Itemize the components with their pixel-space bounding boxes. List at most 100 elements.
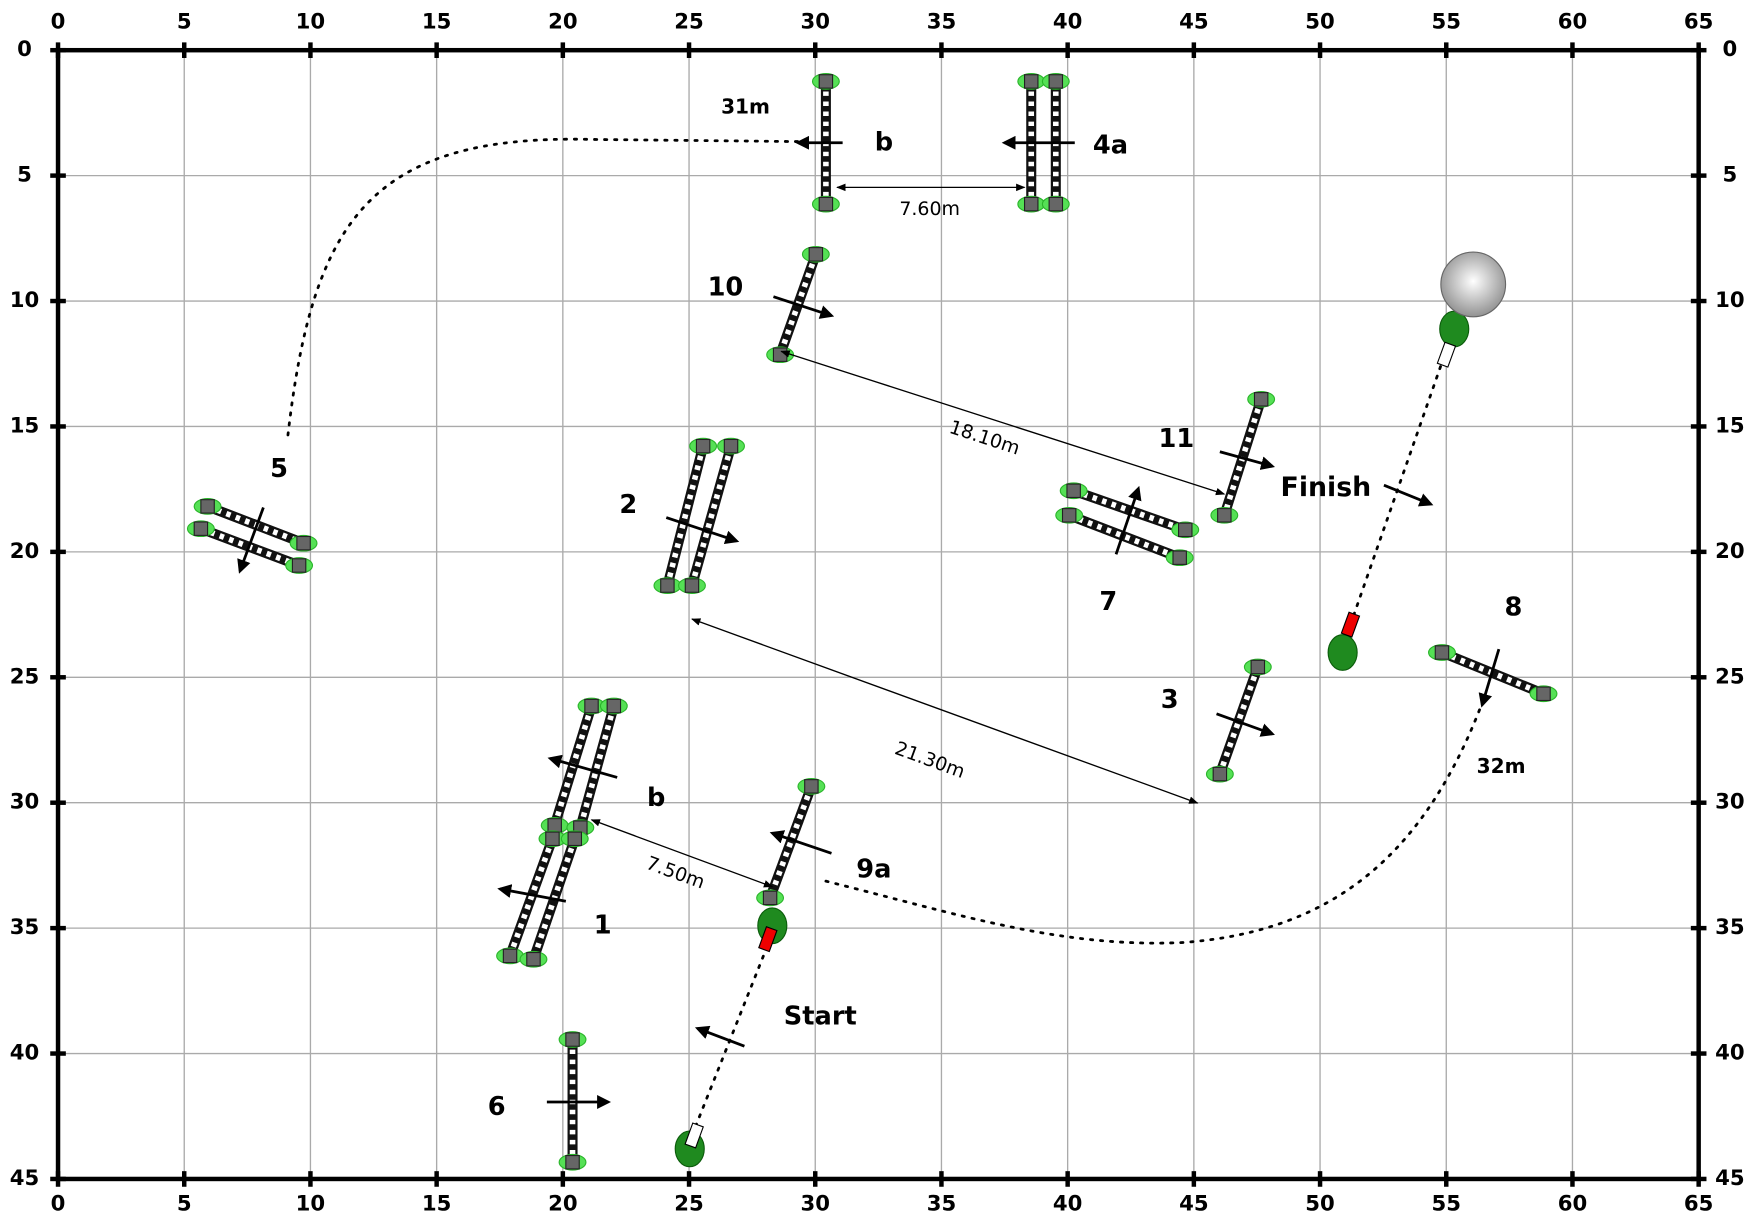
x-tick-label: 50 [1305,1191,1335,1216]
wing [1172,550,1187,565]
route [824,695,1486,945]
wing [545,831,560,847]
shrub [1439,310,1470,348]
wing [1048,196,1064,212]
y-tick-label: 15 [10,412,40,437]
course-label: 6 [488,1092,506,1122]
y-tick-label: 30 [1715,789,1745,814]
pole-stripes [689,445,734,587]
finish-line [1349,361,1444,627]
course-label: 8 [1504,592,1522,622]
wing [1048,74,1064,89]
y-tick-label: 40 [1715,1040,1745,1065]
course-label: 9a [856,855,891,885]
wing [606,698,622,714]
pole [1067,510,1182,563]
x-tick-label: 5 [177,8,192,33]
x-tick-label: 45 [1179,1191,1209,1216]
y-tick-label: 20 [10,538,40,563]
y-tick-label: 10 [10,287,40,312]
wing [502,948,518,964]
wing [695,438,711,454]
x-tick-label: 10 [296,8,326,33]
x-tick-label: 40 [1053,1191,1083,1216]
direction-arrow [773,295,835,319]
x-tick-label: 15 [422,8,452,33]
wing [567,831,583,847]
y-tick-label: 40 [10,1040,40,1065]
x-tick-label: 30 [800,1191,830,1216]
x-tick-label: 30 [800,8,830,33]
y-tick-label: 30 [10,789,40,814]
y-tick-label: 25 [10,663,40,688]
wing [1536,686,1551,702]
wing [291,558,307,573]
wing [1178,522,1193,538]
grid: 0055101015152020252530303535404045455050… [10,8,1745,1215]
distance-line [590,819,774,888]
direction-arrow [665,516,740,545]
wing [804,779,819,794]
course-label: 10 [708,272,744,302]
wing [193,521,209,536]
course-label: 11 [1158,424,1194,454]
x-tick-label: 20 [548,8,578,33]
x-tick-label: 15 [422,1191,452,1216]
wing [723,438,739,454]
course-label: 5 [270,454,288,484]
course-label: 7 [1099,587,1117,617]
wing [565,1154,580,1170]
wing [772,347,788,362]
wing [1066,483,1081,499]
wing [818,74,834,89]
wing [660,578,675,593]
x-tick-label: 35 [927,1191,957,1216]
wing [1253,392,1269,407]
direction-arrow [497,884,567,903]
course-label: 1 [594,910,612,940]
wing [762,890,778,906]
x-tick-label: 25 [674,1191,704,1216]
pole-stripes [1217,666,1261,776]
y-tick-label: 0 [1723,36,1738,61]
wing [1212,766,1228,782]
shrub [1327,634,1358,671]
course-label: 32m [1477,754,1526,778]
distance-line [780,350,1226,496]
distance-label: 7.60m [899,198,960,220]
x-tick-label: 40 [1053,8,1083,33]
x-tick-label: 55 [1432,1191,1462,1216]
y-tick-label: 35 [1715,914,1745,939]
direction-arrow [769,830,832,855]
course-label: 2 [619,490,637,520]
x-tick-label: 0 [51,8,66,33]
direction-arrow [1383,483,1434,507]
x-tick-label: 60 [1558,1191,1588,1216]
direction-arrow [1478,648,1501,708]
x-tick-label: 35 [927,8,957,33]
pole [1072,486,1187,535]
distance-label: 21.30m [892,737,968,783]
y-tick-label: 0 [17,36,32,61]
pole-stripes [664,445,706,587]
course-label: 4a [1093,131,1128,161]
y-tick-label: 35 [10,914,40,939]
course-elements: 7.60m 18.10m 21.30m 7.50m 31m b 4a 10 11 Finish 5 2… [186,73,1558,1171]
wing [1434,645,1450,660]
y-tick-label: 5 [1723,162,1738,187]
wing [1250,659,1266,675]
x-tick-label: 50 [1305,8,1335,33]
x-tick-label: 65 [1684,1191,1714,1216]
course-label: Start [784,1002,857,1032]
course-label: b [647,783,665,813]
y-tick-label: 45 [10,1165,40,1190]
course-label: 31m [721,95,770,119]
distance-line [691,618,1199,804]
pole [765,784,817,900]
flag [684,1122,704,1149]
pole-stripes [1440,649,1545,697]
x-tick-label: 25 [674,8,704,33]
start-line [690,937,772,1137]
wing [584,698,599,714]
